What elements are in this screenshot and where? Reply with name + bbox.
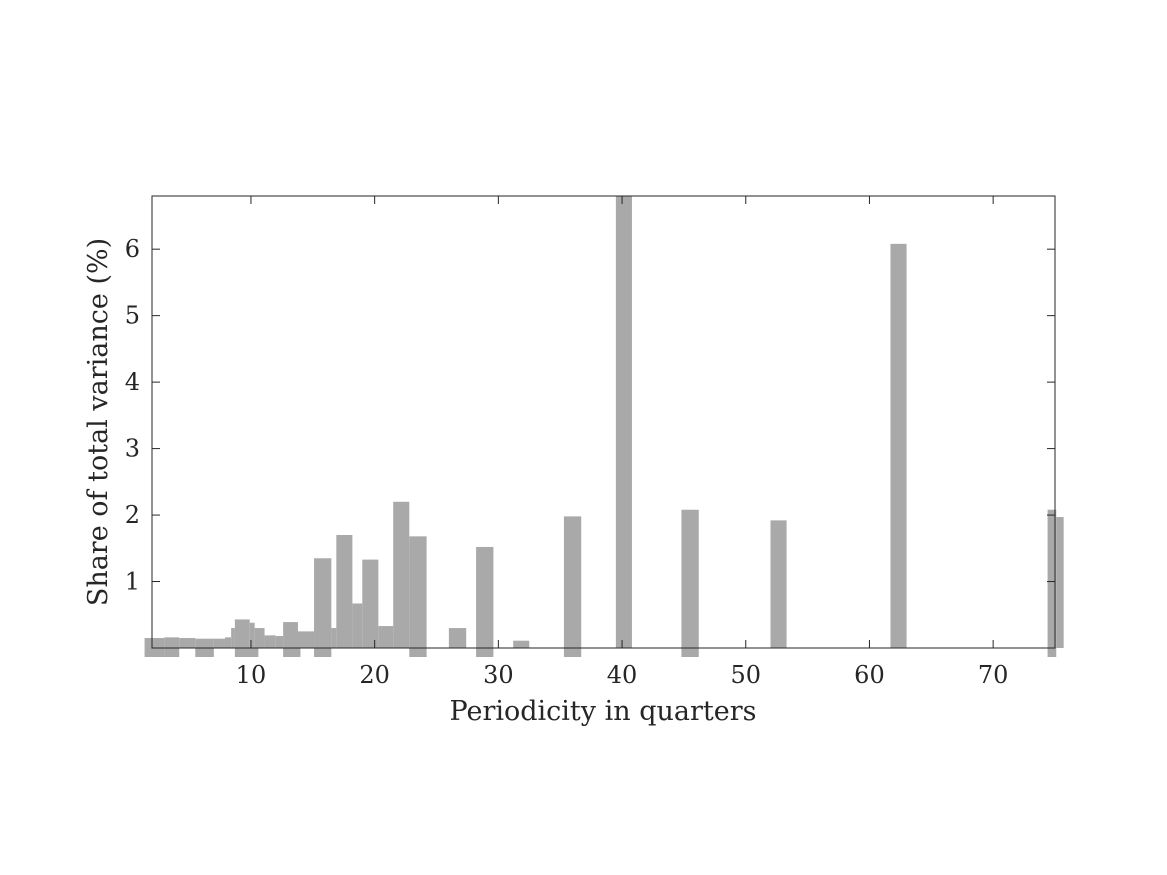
x-tick-label: 60 [854,661,885,689]
bar-16 [314,558,332,648]
y-tick-label: 6 [125,235,140,263]
bar-4 [179,638,196,648]
below-axis-mark-9 [563,648,582,657]
bar-17 [331,628,337,648]
bar-30 [681,509,699,648]
x-tick-label: 20 [359,661,390,689]
bar-32 [890,243,907,648]
y-axis-ticks: 1 2 3 4 5 6 [125,235,1055,596]
bar-1 [144,638,155,648]
bar-12 [264,635,276,648]
bar-14 [283,622,298,648]
bar-33 [1047,509,1057,648]
bar-13 [275,636,284,648]
bar-6 [213,638,225,648]
bar-25 [448,628,467,648]
x-tick-label: 50 [730,661,761,689]
y-tick-label: 3 [125,435,140,463]
bar-28 [563,516,582,648]
bar-19 [352,603,363,648]
bar-11 [254,628,265,648]
plot-frame [151,195,1056,649]
below-axis-mark-6 [314,648,332,657]
x-tick-label: 40 [607,661,638,689]
bar-10 [249,622,255,648]
bar-34 [1056,517,1064,648]
below-axis-mark-3 [195,648,214,657]
bars-group [144,196,1064,648]
bar-20 [362,559,379,648]
bar-18 [336,535,353,648]
below-axis-mark-2 [164,648,180,657]
bar-27 [513,640,530,648]
bar-23 [409,536,427,648]
bar-26 [476,546,494,648]
y-axis-label: Share of total variance (%) [83,238,114,606]
bar-15 [297,631,315,648]
bar-7 [224,637,232,648]
x-tick-label: 30 [483,661,514,689]
below-axis-mark-5 [283,648,301,657]
y-tick-label: 2 [125,501,140,529]
bar-8 [231,628,235,648]
y-tick-label: 1 [125,568,140,596]
below-axis-mark-7 [409,648,427,657]
bar-29 [615,196,632,648]
y-tick-label: 4 [125,368,140,396]
bar-22 [393,501,410,648]
below-axis-mark-10 [681,648,699,657]
below-axis-mark-11 [1047,648,1057,657]
below-axis-mark-1 [144,648,165,657]
y-tick-label: 5 [125,302,140,330]
x-axis-ticks: 10 20 30 40 50 60 70 [236,196,1009,689]
below-axis-marks [144,648,1057,657]
bar-2 [154,638,165,648]
below-axis-mark-4 [234,648,259,657]
x-axis-label: Periodicity in quarters [450,696,757,727]
bar-9 [234,619,250,648]
bar-31 [770,520,787,648]
bar-21 [378,626,394,648]
x-tick-label: 10 [236,661,267,689]
below-axis-mark-8 [476,648,494,657]
x-tick-label: 70 [978,661,1009,689]
bar-3 [164,637,180,648]
bar-5 [195,638,214,648]
